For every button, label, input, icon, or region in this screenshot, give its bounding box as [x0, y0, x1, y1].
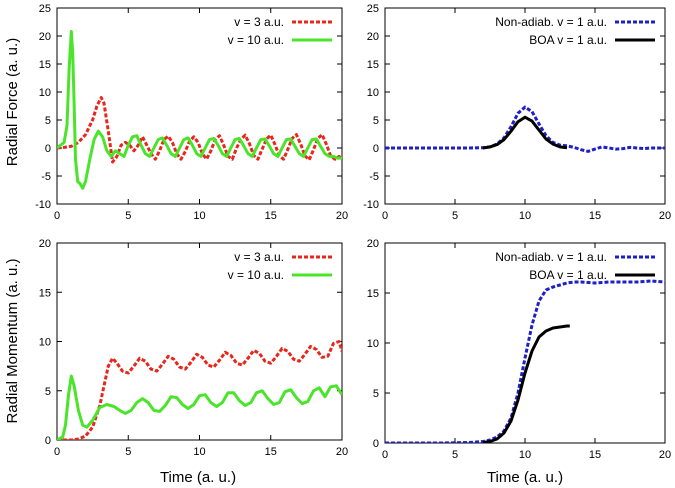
- y-tick-label: 15: [367, 59, 379, 71]
- y-tick-label: 25: [367, 3, 379, 15]
- chart-panel-force-left: -10 -5 0 5 10 15 20 25 0 5 10 15 20 v = 3 a.u. v = 10 …: [35, 3, 348, 222]
- plot-frame: [56, 7, 343, 205]
- y-tick-label: 5: [45, 386, 51, 398]
- x-tick-label: 5: [452, 210, 458, 222]
- x-tick-label: 15: [265, 446, 277, 458]
- legend-label: v = 10 a.u.: [228, 268, 284, 282]
- x-tick-label: 5: [125, 210, 131, 222]
- chart-panel-momentum-right: 0 5 10 15 20 0 5 10 15 20 Non-adiab. v = 1 a.u. BOA…: [367, 238, 671, 461]
- legend-label: v = 3 a.u.: [234, 250, 284, 264]
- chart-panel-momentum-left: 0 5 10 15 20 0 5 10 15 20 v = 3 a.u. v = 10 a.u.: [39, 238, 348, 458]
- y-tick-label: 20: [367, 31, 379, 43]
- y-tick-label: 10: [367, 87, 379, 99]
- x-tick-label: 0: [382, 210, 388, 222]
- y-tick-label: 10: [39, 87, 51, 99]
- x-tick-label: 15: [265, 210, 277, 222]
- y-tick-label: 15: [39, 287, 51, 299]
- x-tick-label: 20: [336, 210, 348, 222]
- y-tick-label: -10: [35, 199, 51, 211]
- plot-frame: [384, 242, 666, 444]
- x-tick-label: 15: [589, 449, 601, 461]
- xlabel-right: Time (a. u.): [487, 469, 563, 486]
- x-tick-label: 10: [519, 449, 531, 461]
- series-line-1: [482, 324, 570, 443]
- x-tick-label: 0: [54, 446, 60, 458]
- x-tick-label: 10: [519, 210, 531, 222]
- ylabel-bottom: Radial Momentum (a. u.): [4, 258, 21, 423]
- x-tick-label: 10: [193, 446, 205, 458]
- y-tick-label: 5: [373, 115, 379, 127]
- y-tick-label: -10: [363, 199, 379, 211]
- x-tick-label: 5: [125, 446, 131, 458]
- chart-panel-force-right: -10 -5 0 5 10 15 20 25 0 5 10 15 20 Non-adiab. v = 1 …: [363, 3, 671, 222]
- legend-label: v = 3 a.u.: [234, 15, 284, 29]
- x-tick-label: 20: [336, 446, 348, 458]
- x-tick-label: 15: [589, 210, 601, 222]
- ylabel-top: Radial Force (a. u.): [4, 38, 21, 166]
- legend-label: BOA v = 1 a.u.: [529, 33, 607, 47]
- y-tick-label: 5: [45, 115, 51, 127]
- legend-label: Non-adiab. v = 1 a.u.: [495, 15, 607, 29]
- x-tick-label: 0: [382, 449, 388, 461]
- series-line-0: [385, 279, 665, 443]
- y-tick-label: 20: [367, 238, 379, 250]
- xlabel-left: Time (a. u.): [160, 469, 236, 486]
- series-line-0: [57, 340, 342, 440]
- y-tick-label: 25: [39, 3, 51, 15]
- y-tick-label: 15: [39, 59, 51, 71]
- series-line-1: [57, 30, 342, 190]
- y-tick-label: 20: [39, 31, 51, 43]
- y-tick-label: 0: [373, 438, 379, 450]
- y-tick-label: 10: [39, 337, 51, 349]
- x-tick-label: 5: [452, 449, 458, 461]
- series-line-1: [57, 374, 342, 440]
- y-tick-label: 0: [373, 143, 379, 155]
- series-line-1: [482, 115, 568, 150]
- legend-label: v = 10 a.u.: [228, 33, 284, 47]
- legend-label: BOA v = 1 a.u.: [529, 268, 607, 282]
- x-tick-label: 20: [659, 210, 671, 222]
- x-tick-label: 0: [54, 210, 60, 222]
- legend-label: Non-adiab. v = 1 a.u.: [495, 250, 607, 264]
- y-tick-label: 5: [373, 388, 379, 400]
- x-tick-label: 20: [659, 449, 671, 461]
- y-tick-label: -5: [369, 171, 379, 183]
- y-tick-label: 15: [367, 288, 379, 300]
- y-tick-label: 20: [39, 238, 51, 250]
- y-tick-label: 0: [45, 435, 51, 447]
- y-tick-label: 10: [367, 338, 379, 350]
- series-line-0: [385, 105, 665, 153]
- x-tick-label: 10: [193, 210, 205, 222]
- y-tick-label: 0: [45, 143, 51, 155]
- y-tick-label: -5: [41, 171, 51, 183]
